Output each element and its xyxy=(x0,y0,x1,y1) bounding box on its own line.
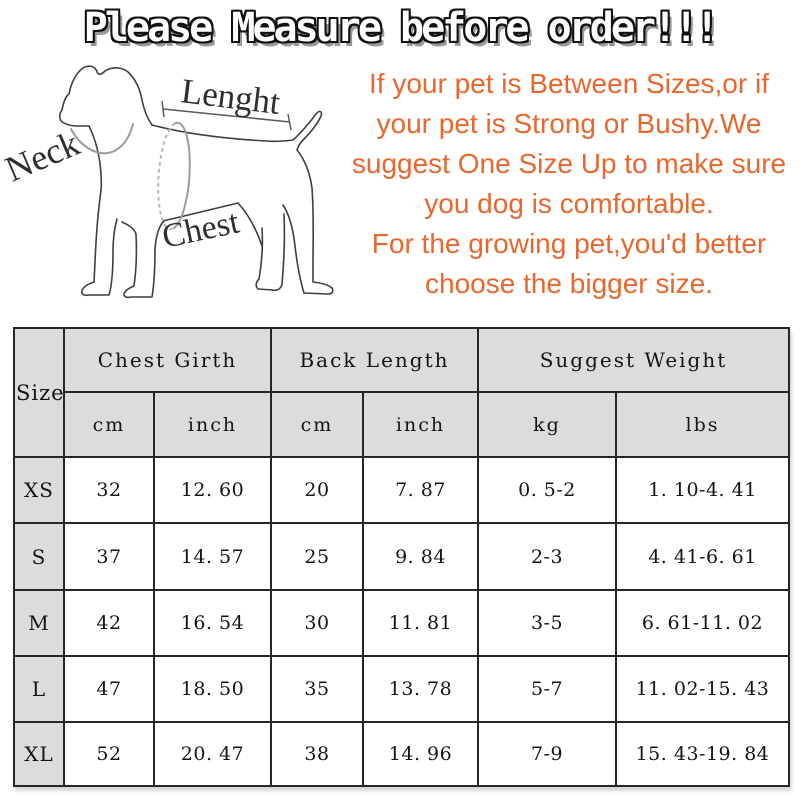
neck-label: Neck xyxy=(0,123,85,190)
table-cell: 42 xyxy=(63,589,155,657)
table-cell: 12. 60 xyxy=(153,456,272,524)
notice-line: you dog is comfortable. xyxy=(424,188,714,219)
table-cell: 6. 61-11. 02 xyxy=(615,589,790,657)
size-row-label: S xyxy=(13,522,65,591)
table-row-xs: XS 32 12. 60 20 7. 87 0. 5-2 1. 10-4. 41 xyxy=(13,456,790,524)
table-cell: 25 xyxy=(270,522,364,591)
chest-label: Chest xyxy=(159,203,243,255)
table-cell: 2-3 xyxy=(477,522,617,591)
unit-header-cell: lbs xyxy=(615,391,790,458)
page-title: Please Measure before order!!! xyxy=(83,5,719,51)
notice-line: your pet is Strong or Bushy.We xyxy=(376,108,762,139)
back-length-header: Back Length xyxy=(270,327,479,393)
table-cell: 7. 87 xyxy=(362,456,479,524)
table-cell: 35 xyxy=(270,655,364,723)
table-cell: 0. 5-2 xyxy=(477,456,617,524)
table-cell: 20 xyxy=(270,456,364,524)
table-cell: 4. 41-6. 61 xyxy=(615,522,790,591)
unit-header-cell: kg xyxy=(477,391,617,458)
size-row-label: M xyxy=(13,589,65,657)
table-cell: 13. 78 xyxy=(362,655,479,723)
table-cell: 5-7 xyxy=(477,655,617,723)
table-cell: 16. 54 xyxy=(153,589,272,657)
size-corner-cell: Size xyxy=(13,327,65,458)
unit-header-cell: inch xyxy=(153,391,272,458)
chest-girth-header: Chest Girth xyxy=(63,327,272,393)
table-row-l: L 47 18. 50 35 13. 78 5-7 11. 02-15. 43 xyxy=(13,655,790,723)
table-cell: 32 xyxy=(63,456,155,524)
notice-line: If your pet is Between Sizes,or if xyxy=(369,68,769,99)
table-cell: 14. 96 xyxy=(362,721,479,787)
sizing-notice: If your pet is Between Sizes,or if your … xyxy=(340,64,798,304)
suggest-weight-header: Suggest Weight xyxy=(477,327,790,393)
size-row-label: XL xyxy=(13,721,65,787)
table-row-xl: XL 52 20. 47 38 14. 96 7-9 15. 43-19. 84 xyxy=(13,721,790,787)
table-cell: 7-9 xyxy=(477,721,617,787)
table-cell: 3-5 xyxy=(477,589,617,657)
table-group-header-row: Size Chest Girth Back Length Suggest Wei… xyxy=(13,327,790,458)
notice-line: suggest One Size Up to make sure xyxy=(351,148,787,179)
dog-measurement-diagram: Neck Lenght Chest xyxy=(0,65,334,299)
table-row-s: S 37 14. 57 25 9. 84 2-3 4. 41-6. 61 xyxy=(13,522,790,591)
table-cell: 9. 84 xyxy=(362,522,479,591)
table-cell: 37 xyxy=(63,522,155,591)
notice-line: choose the bigger size. xyxy=(425,268,713,299)
length-tick-right xyxy=(287,113,292,131)
table-cell: 11. 02-15. 43 xyxy=(615,655,790,723)
length-label: Lenght xyxy=(179,71,282,122)
table-cell: 15. 43-19. 84 xyxy=(615,721,790,787)
table-cell: 38 xyxy=(270,721,364,787)
table-cell: 11. 81 xyxy=(362,589,479,657)
unit-header-cell: cm xyxy=(63,391,155,458)
table-row-m: M 42 16. 54 30 11. 81 3-5 6. 61-11. 02 xyxy=(13,589,790,657)
table-unit-header-row: cm inch cm inch kg lbs xyxy=(14,391,790,458)
table-cell: 14. 57 xyxy=(153,522,272,591)
size-table: Size Chest Girth Back Length Suggest Wei… xyxy=(13,327,790,787)
table-cell: 1. 10-4. 41 xyxy=(615,456,790,524)
chest-girth-arc-solid xyxy=(173,121,191,229)
table-cell: 52 xyxy=(63,721,155,787)
unit-header-cell: cm xyxy=(270,391,364,458)
table-cell: 30 xyxy=(270,589,364,657)
size-row-label: XS xyxy=(13,456,65,524)
table-cell: 20. 47 xyxy=(153,721,272,787)
neck-girth-arc xyxy=(70,123,134,155)
table-cell: 18. 50 xyxy=(153,655,272,723)
dog-outline xyxy=(58,65,334,299)
length-tick-left xyxy=(161,100,165,118)
notice-line: For the growing pet,you'd better xyxy=(371,228,767,259)
size-row-label: L xyxy=(13,655,65,723)
chest-girth-arc-dashed xyxy=(157,123,175,231)
length-line xyxy=(162,108,291,123)
unit-header-cell: inch xyxy=(362,391,479,458)
table-cell: 47 xyxy=(63,655,155,723)
length-measure-line xyxy=(161,100,292,131)
